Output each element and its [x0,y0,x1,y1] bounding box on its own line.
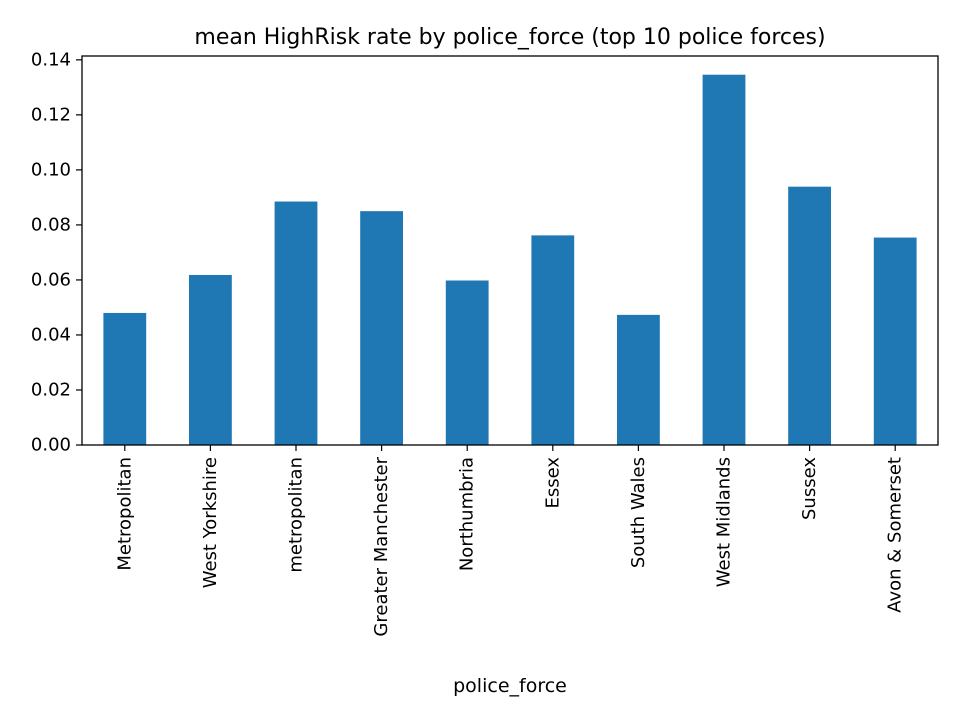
x-tick-label: Greater Manchester [371,456,392,636]
plot-frame [81,55,939,446]
x-tick-label: Sussex [799,457,820,520]
x-tick-label: West Yorkshire [200,457,221,588]
x-tick-label: South Wales [628,457,649,568]
y-tick-label: 0.06 [31,269,71,290]
y-tick-label: 0.04 [31,324,71,345]
y-tick-label: 0.12 [31,104,71,125]
bar [360,211,403,445]
x-tick-label: Avon & Somerset [885,457,906,613]
x-tick-label: Metropolitan [114,457,135,571]
y-tick-label: 0.08 [31,214,71,235]
chart-title: mean HighRisk rate by police_force (top … [194,25,825,50]
y-tick-label: 0.00 [31,435,71,456]
x-axis-label: police_force [453,675,567,697]
x-tick-label: West Midlands [714,457,735,587]
bar [274,201,318,445]
x-tick-label: Northumbria [457,457,478,571]
y-axis: 0.00 0.02 0.04 0.06 0.08 0.10 0.12 0.14 [31,49,82,456]
y-tick-label: 0.10 [31,159,71,180]
y-tick-label: 0.14 [31,49,71,70]
x-axis: Metropolitan West Yorkshire metropolitan Gr… [114,445,906,637]
bars-group [103,74,917,446]
bar [788,186,831,445]
y-tick-label: 0.02 [31,379,71,400]
bar [702,74,746,446]
x-tick-label: metropolitan [286,457,307,573]
bar [617,314,660,445]
bar [873,237,917,445]
bar [189,274,232,445]
bar [531,235,575,445]
bar [103,312,147,445]
bar [445,280,489,445]
x-tick-label: Essex [542,457,563,509]
